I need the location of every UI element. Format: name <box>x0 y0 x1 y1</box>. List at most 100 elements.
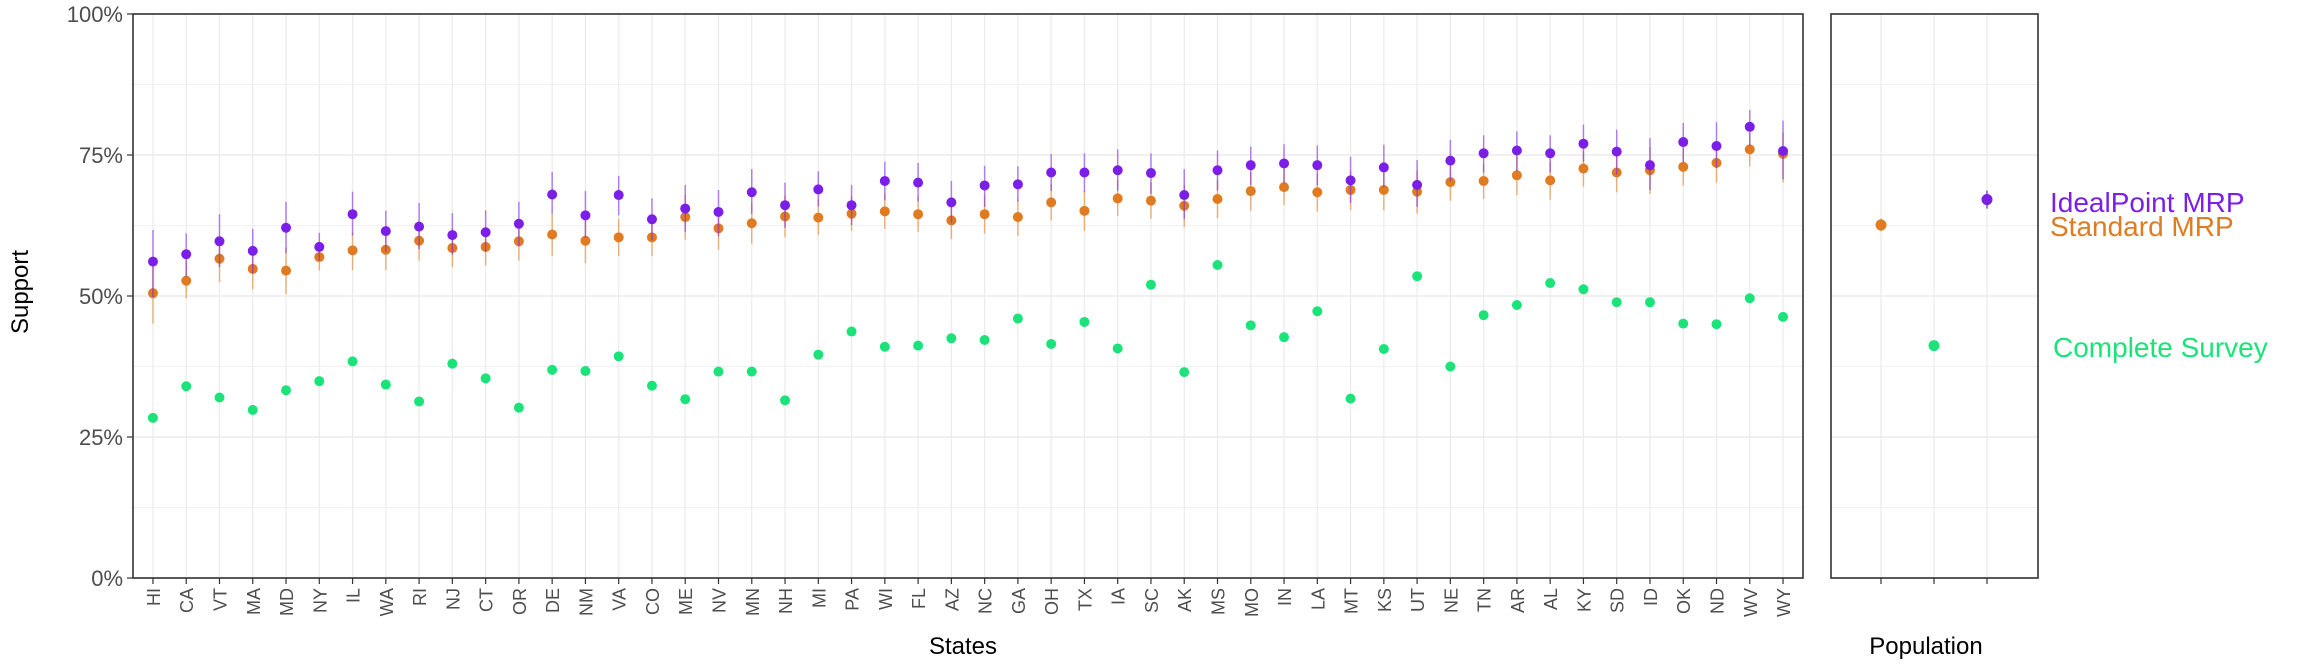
x-tick-label: NC <box>976 588 996 614</box>
data-point <box>281 265 292 276</box>
x-axis-title-population: Population <box>1869 633 1982 660</box>
x-tick-label: CA <box>177 588 197 613</box>
data-point <box>181 275 192 286</box>
x-tick-label: ME <box>676 588 696 615</box>
data-point <box>1578 163 1589 174</box>
y-axis-title: Support <box>7 250 34 334</box>
data-point <box>281 385 292 396</box>
x-tick-label: MD <box>277 588 297 616</box>
data-point <box>1046 167 1057 178</box>
data-point <box>1545 278 1556 289</box>
y-tick-label: 25% <box>79 425 123 450</box>
data-point <box>1312 187 1323 198</box>
data-point <box>513 218 524 229</box>
data-point <box>879 206 890 217</box>
data-point <box>1112 193 1123 204</box>
x-tick-label: DE <box>543 588 563 613</box>
data-point <box>613 190 624 201</box>
data-point <box>1012 313 1023 324</box>
x-tick-label: OK <box>1674 588 1694 614</box>
data-point <box>1079 205 1090 216</box>
states-panel: 0% 25% 50% 75% 100% HI CA VT MA MD NY IL WA RI NJ CT OR D… <box>67 2 1804 617</box>
data-point <box>1445 177 1456 188</box>
data-point <box>746 218 757 229</box>
data-point <box>1478 310 1489 321</box>
data-point <box>580 366 591 377</box>
data-point <box>946 333 957 344</box>
data-point <box>1545 175 1556 186</box>
x-tick-label: OR <box>510 588 530 615</box>
x-tick-label: WV <box>1741 588 1761 617</box>
data-point <box>1212 193 1223 204</box>
x-tick-label: NM <box>576 588 596 616</box>
data-point <box>347 245 358 256</box>
data-point <box>879 341 890 352</box>
axis-titles: Support States Population <box>7 250 1983 660</box>
data-point <box>1345 393 1356 404</box>
data-point <box>314 241 325 252</box>
data-point <box>1578 138 1589 149</box>
x-tick-label: ND <box>1708 588 1728 614</box>
data-point <box>713 206 724 217</box>
x-tick-label: WA <box>377 588 397 616</box>
population-data <box>1875 190 1993 352</box>
x-tick-label: LA <box>1308 588 1328 610</box>
data-point <box>1744 293 1755 304</box>
data-point <box>1744 144 1755 155</box>
x-tick-label: RI <box>410 588 430 606</box>
data-point <box>1245 186 1256 197</box>
data-point <box>746 187 757 198</box>
data-point <box>680 203 691 214</box>
x-tick-label: NY <box>310 588 330 613</box>
data-point <box>1012 212 1023 223</box>
x-tick-label: AR <box>1508 588 1528 613</box>
data-point <box>1678 137 1689 148</box>
data-point <box>1046 338 1057 349</box>
x-tick-label: IA <box>1109 588 1129 605</box>
x-tick-label: AK <box>1175 588 1195 612</box>
x-tick-label: CO <box>643 588 663 615</box>
x-tick-label: NV <box>709 588 729 613</box>
data-point <box>147 256 158 267</box>
data-point <box>1644 160 1655 171</box>
x-tick-label: KS <box>1375 588 1395 612</box>
x-tick-label: KY <box>1574 588 1594 612</box>
data-point <box>447 230 458 241</box>
data-point <box>1312 306 1323 317</box>
data-point <box>281 222 292 233</box>
data-point <box>1511 300 1522 311</box>
data-point <box>979 209 990 220</box>
population-point-standard-mrp <box>1875 219 1887 231</box>
data-point <box>1478 148 1489 159</box>
x-tick-label: UT <box>1408 588 1428 612</box>
data-point <box>813 349 824 360</box>
data-point <box>646 214 657 225</box>
y-tick-label: 75% <box>79 143 123 168</box>
x-tick-label: MS <box>1209 588 1229 615</box>
data-point <box>1778 311 1789 322</box>
x-tick-label: AL <box>1541 588 1561 610</box>
data-point <box>1611 297 1622 308</box>
data-point <box>1245 160 1256 171</box>
data-point <box>1412 271 1423 282</box>
x-tick-label: WY <box>1774 588 1794 617</box>
data-point <box>1678 318 1689 329</box>
data-point <box>913 209 924 220</box>
x-tick-label: MN <box>743 588 763 616</box>
x-tick-label: NJ <box>443 588 463 610</box>
data-point <box>480 373 491 384</box>
data-point <box>680 394 691 405</box>
x-tick-label: WI <box>876 588 896 610</box>
data-point <box>1578 284 1589 295</box>
x-tick-label: OH <box>1042 588 1062 615</box>
x-axis: HI CA VT MA MD NY IL WA RI NJ CT OR DE NM VA CO ME NV MN NH… <box>144 578 1794 617</box>
x-tick-label: TN <box>1475 588 1495 612</box>
data-point <box>1511 170 1522 181</box>
x-tick-label: IN <box>1275 588 1295 606</box>
legend-label-standard-mrp: Standard MRP <box>2050 211 2234 242</box>
legend-label-idealpoint-mrp: IdealPoint MRP <box>2050 187 2245 218</box>
data-point <box>1545 148 1556 159</box>
data-point <box>513 402 524 413</box>
data-point <box>181 249 192 260</box>
data-point <box>913 340 924 351</box>
